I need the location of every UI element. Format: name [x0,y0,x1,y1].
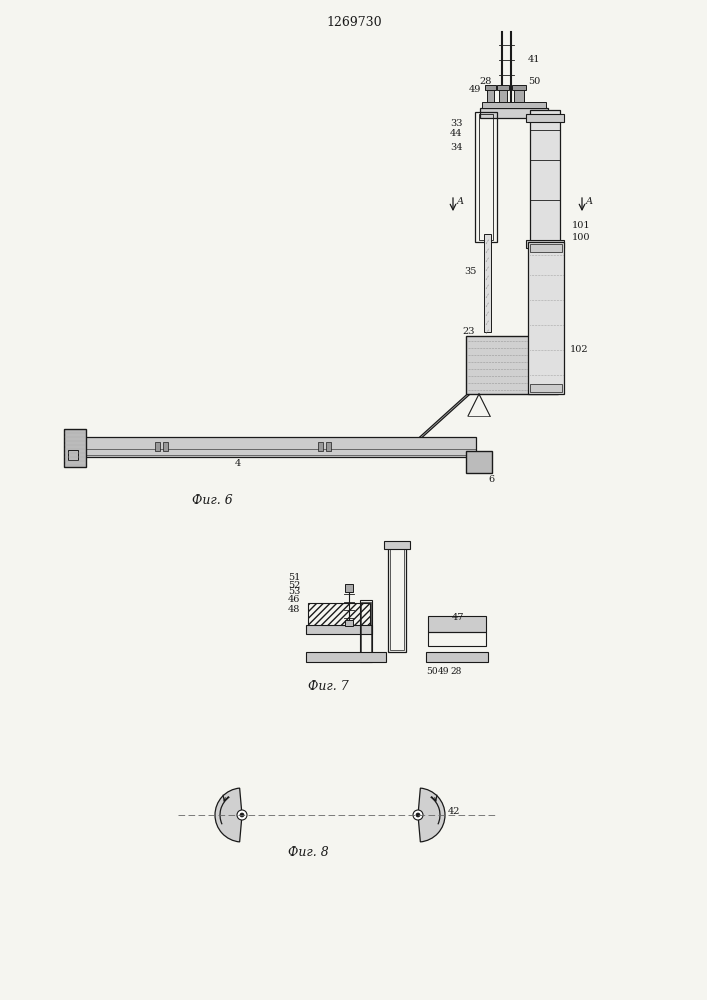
Bar [163,442,168,451]
Text: 49: 49 [469,86,481,95]
Bar [345,584,353,592]
Text: 33: 33 [450,119,462,128]
Circle shape [413,810,423,820]
Bar [514,88,524,102]
Bar [426,652,488,662]
Bar [475,112,497,242]
Bar [390,549,404,650]
Text: 49: 49 [438,668,450,676]
Text: 51: 51 [288,574,300,582]
Bar [466,451,492,473]
Text: 44: 44 [450,129,462,138]
Bar [428,616,486,632]
Text: 46: 46 [288,595,300,604]
Text: 42: 42 [448,808,460,816]
Bar [485,85,496,90]
Text: 23: 23 [462,328,474,336]
Bar [487,88,494,102]
Bar [361,602,371,660]
Bar [484,234,491,332]
Bar [479,114,493,240]
Text: Фиг. 7: Фиг. 7 [308,680,349,692]
Circle shape [416,813,420,817]
Text: 53: 53 [288,587,300,596]
Bar [530,110,560,245]
Bar [497,85,509,90]
Text: 48: 48 [288,605,300,614]
Polygon shape [412,386,479,444]
Text: A: A [586,198,593,207]
Circle shape [237,810,247,820]
Bar [499,88,507,102]
Bar [526,114,564,122]
Text: 41: 41 [528,55,540,64]
Bar [308,603,370,627]
Bar [384,541,410,549]
Bar [78,449,476,455]
Bar [530,244,562,252]
Text: 101: 101 [572,221,590,230]
Text: 100: 100 [572,233,590,242]
Text: 28: 28 [450,668,462,676]
Text: A: A [457,198,464,207]
Bar [68,450,78,460]
Bar [306,652,386,662]
Bar [318,442,323,451]
Circle shape [240,813,244,817]
Bar [530,384,562,392]
Bar [64,429,86,467]
Wedge shape [418,788,445,842]
Text: 102: 102 [570,346,589,355]
Text: 50: 50 [528,78,540,87]
Bar [388,547,406,652]
Bar [482,102,546,108]
Text: 4: 4 [235,458,241,468]
Bar [512,85,526,90]
Bar [345,620,353,626]
Text: Фиг. 8: Фиг. 8 [288,846,329,858]
Bar [326,442,331,451]
Bar [306,625,372,634]
Text: 35: 35 [464,267,477,276]
Wedge shape [215,788,242,842]
Bar [480,108,548,118]
Bar [528,242,564,394]
Text: 28: 28 [479,78,491,87]
Text: 6: 6 [488,476,494,485]
Bar [78,437,476,457]
Bar [526,240,564,248]
Text: Фиг. 6: Фиг. 6 [192,493,233,506]
Text: 34: 34 [450,143,462,152]
Text: 50: 50 [426,668,438,676]
Text: 1269730: 1269730 [326,15,382,28]
Text: 52: 52 [288,580,300,589]
Bar [428,632,486,646]
Bar [466,336,558,394]
Bar [360,600,372,662]
Bar [155,442,160,451]
Text: 47: 47 [452,613,464,622]
